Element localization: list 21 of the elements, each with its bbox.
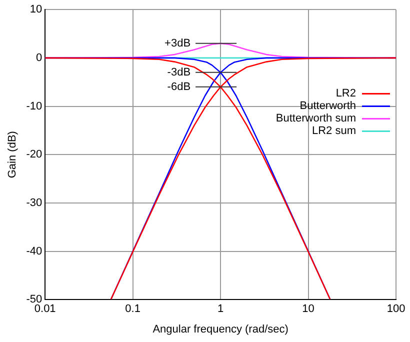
x-tick-label: 10 — [302, 303, 314, 316]
y-tick-label: 10 — [30, 4, 42, 16]
ref-line-label: -6dB — [167, 80, 191, 93]
y-tick-label: 0 — [36, 52, 42, 64]
x-tick-label: 100 — [386, 303, 406, 316]
x-tick-label: 1 — [217, 303, 224, 316]
legend-label: LR2 sum — [312, 125, 356, 138]
x-axis-title: Angular frequency (rad/sec) — [152, 323, 288, 336]
x-tick-label: 0.01 — [34, 303, 56, 316]
y-tick-label: -30 — [26, 196, 42, 209]
legend-label: LR2 — [336, 88, 356, 100]
y-tick-label: -50 — [26, 294, 42, 306]
legend-label: Butterworth — [300, 100, 356, 112]
ref-line-label: +3dB — [164, 37, 191, 50]
x-tick-label: 0.1 — [125, 303, 140, 316]
y-tick-label: -20 — [26, 148, 42, 161]
ref-line-label: -3dB — [167, 66, 191, 78]
y-tick-label: -10 — [26, 100, 42, 112]
y-tick-label: -40 — [26, 245, 42, 258]
y-axis-title: Gain (dB) — [6, 131, 19, 178]
legend-label: Butterworth sum — [276, 112, 356, 125]
